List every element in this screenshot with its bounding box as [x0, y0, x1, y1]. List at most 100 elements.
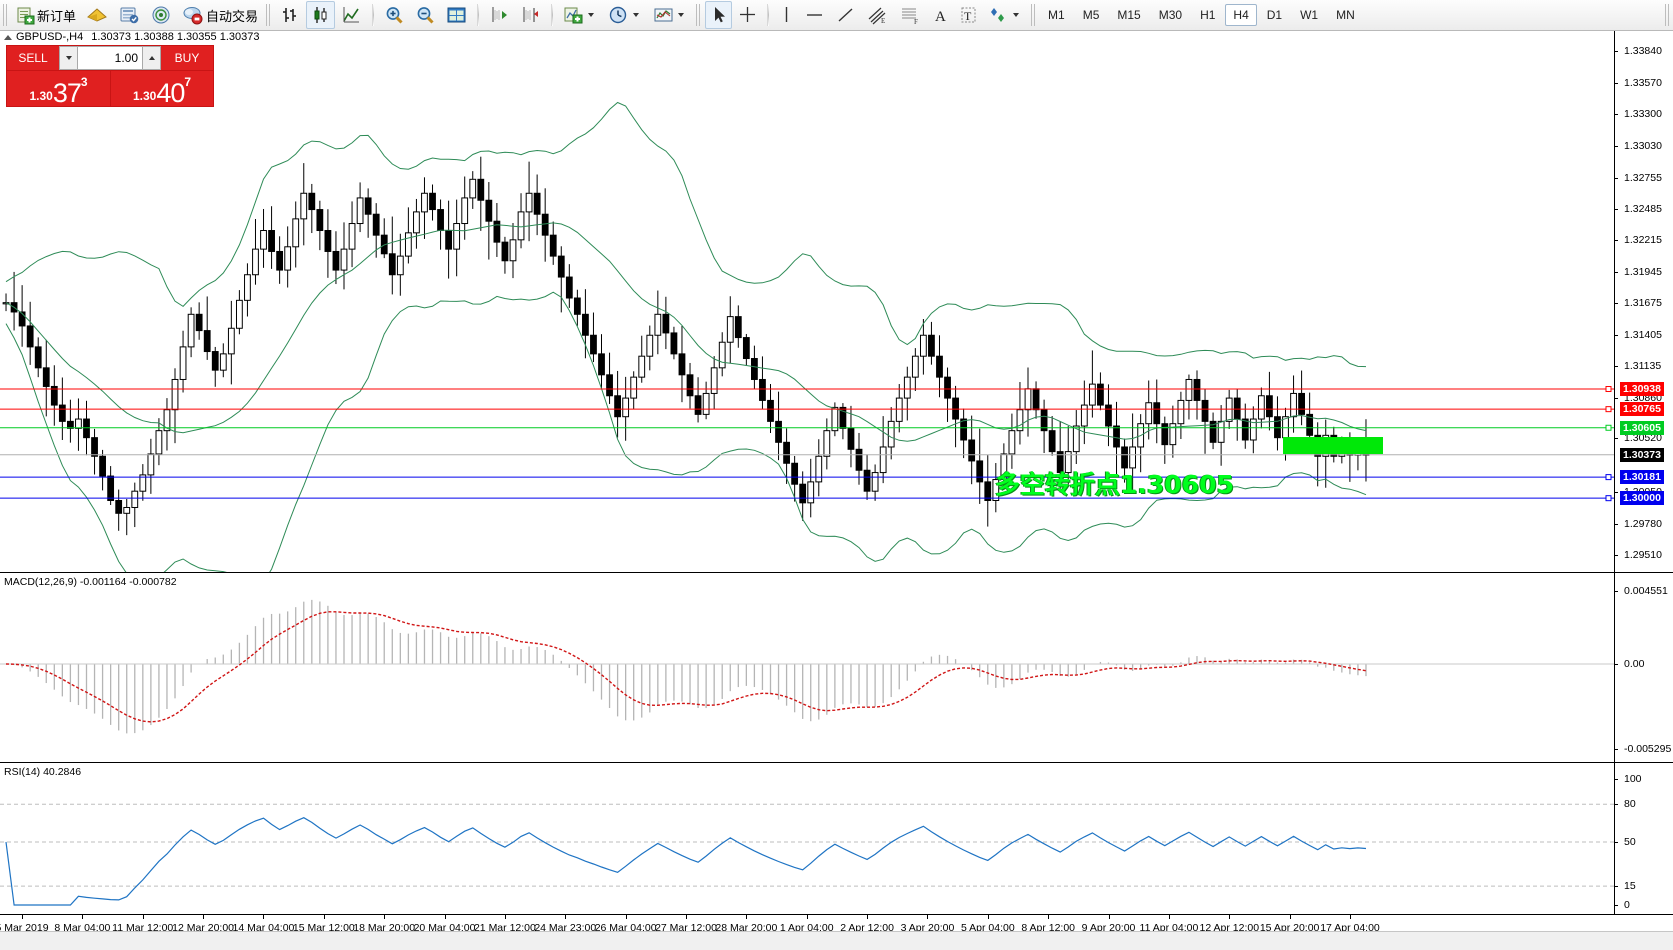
time-tick — [203, 915, 205, 919]
price-chart-pane[interactable]: 1.33840 1.33570 1.33300 1.33030 1.32755 1.324… — [0, 31, 1673, 572]
chevron-down-icon-2[interactable] — [633, 13, 640, 17]
equidistant-channel-button[interactable]: E — [862, 1, 893, 29]
timeframe-w1[interactable]: W1 — [1300, 8, 1319, 22]
toolbar-grip-4[interactable] — [1031, 4, 1037, 26]
shapes-button[interactable] — [984, 1, 1027, 29]
time-tick — [82, 915, 84, 919]
bar-chart-button[interactable] — [275, 1, 304, 29]
timeframe-m15[interactable]: M15 — [1117, 8, 1141, 22]
terminal-button[interactable] — [114, 1, 144, 29]
macd-tick — [1614, 591, 1618, 592]
macd-tick-label: 0.004551 — [1624, 585, 1668, 597]
autotrade-label: 自动交易 — [206, 8, 259, 24]
indicators-icon — [564, 7, 583, 24]
timeframe-h4[interactable]: H4 — [1225, 4, 1257, 26]
chart-annotation-text[interactable]: 多空转折点1.30605 — [995, 470, 1234, 499]
new-order-button[interactable]: 新订单 — [12, 1, 80, 29]
chevron-down-icon-4[interactable] — [1013, 13, 1020, 17]
price-level-chip-support[interactable]: 1.30181 — [1620, 470, 1664, 485]
toolbar-grip-5[interactable] — [1665, 4, 1670, 26]
time-tick — [263, 915, 265, 919]
vertical-line-button[interactable] — [775, 1, 798, 29]
timeframe-m1[interactable]: M1 — [1048, 8, 1065, 22]
price-tick — [1614, 523, 1618, 525]
rsi-tick — [1614, 804, 1618, 806]
toolbar-separator-2 — [477, 4, 480, 26]
chart-shift-button[interactable] — [485, 1, 514, 29]
timeframe-d1[interactable]: D1 — [1266, 8, 1283, 22]
tile-windows-button[interactable] — [442, 1, 471, 29]
macd-canvas — [0, 599, 1614, 734]
price-tick — [1614, 555, 1618, 557]
fibonacci-icon: F — [902, 8, 918, 25]
timeframe-mn[interactable]: MN — [1336, 8, 1355, 22]
trendline-button[interactable] — [831, 1, 860, 29]
crosshair-tool-button[interactable] — [734, 1, 761, 29]
candlestick-chart-button[interactable] — [306, 1, 336, 29]
volume-increase-button[interactable] — [142, 46, 161, 70]
buy-price-fraction: 7 — [184, 75, 192, 89]
sell-price-display[interactable]: 1.30 37 3 — [6, 71, 110, 107]
macd-indicator-pane[interactable]: MACD(12,26,9) -0.001164 -0.000782 0.0045… — [0, 572, 1673, 763]
rsi-tick-label: 0 — [1624, 899, 1630, 911]
symbol-info-line: GBPUSD-,H4 1.30373 1.30388 1.30355 1.303… — [0, 30, 259, 44]
text-label-button[interactable]: T — [955, 1, 982, 29]
text-button[interactable]: A — [928, 1, 953, 29]
buy-price-display[interactable]: 1.30 40 7 — [110, 71, 214, 107]
line-chart-button[interactable] — [337, 1, 366, 29]
horizontal-line-icon — [807, 14, 823, 16]
volume-decrease-button[interactable] — [59, 46, 78, 70]
time-tick — [1048, 915, 1050, 919]
rsi-axis-line — [1614, 763, 1615, 915]
price-tick — [1614, 303, 1618, 305]
rsi-tick-label: 100 — [1624, 773, 1642, 785]
chevron-down-icon[interactable] — [588, 13, 595, 17]
toolbar-grip-2[interactable] — [266, 4, 272, 26]
cursor-tool-button[interactable] — [705, 1, 733, 29]
one-click-trading-panel: SELL 1.00 BUY 1.30 37 3 1.30 40 7 — [6, 45, 214, 107]
timeframe-m5[interactable]: M5 — [1082, 8, 1100, 22]
price-level-chip-resistance[interactable]: 1.30938 — [1620, 382, 1664, 396]
svg-text:A: A — [935, 9, 946, 25]
signals-icon — [152, 6, 170, 24]
svg-text:F: F — [914, 18, 918, 25]
price-tick-label: 1.29780 — [1624, 517, 1662, 530]
fibonacci-button[interactable]: F — [895, 1, 926, 29]
price-level-chip-resistance[interactable]: 1.30765 — [1620, 402, 1664, 417]
collapse-triangle-icon[interactable] — [4, 34, 12, 40]
volume-input[interactable]: 1.00 — [78, 46, 142, 70]
timeframe-h1[interactable]: H1 — [1200, 8, 1216, 22]
macd-label: MACD(12,26,9) -0.001164 -0.000782 — [4, 576, 177, 588]
green-highlight-rectangle[interactable] — [1283, 437, 1383, 454]
timeframe-m30[interactable]: M30 — [1158, 8, 1183, 22]
time-tick — [1289, 915, 1291, 919]
autotrade-button[interactable]: 自动交易 — [178, 1, 262, 29]
chevron-down-icon-3[interactable] — [678, 13, 685, 17]
zoom-out-button[interactable] — [411, 1, 440, 29]
price-level-chip-support[interactable]: 1.30000 — [1620, 491, 1664, 506]
time-tick — [1350, 915, 1351, 919]
buy-button[interactable]: BUY — [161, 45, 214, 71]
price-level-chip-pivot[interactable]: 1.30605 — [1620, 420, 1664, 435]
bar-chart-icon — [283, 8, 297, 22]
price-tick — [1614, 366, 1618, 368]
sell-button[interactable]: SELL — [6, 45, 59, 71]
toolbar-separator-3 — [551, 4, 554, 26]
toolbar-grip-3[interactable] — [696, 4, 702, 26]
templates-button[interactable] — [649, 1, 692, 29]
signals-button[interactable] — [146, 1, 176, 29]
zoom-in-button[interactable] — [380, 1, 409, 29]
time-tick — [625, 915, 627, 919]
indicators-button[interactable] — [559, 1, 602, 29]
price-tick-label: 1.32755 — [1624, 171, 1662, 184]
periodicity-button[interactable] — [604, 1, 647, 29]
rsi-tick — [1614, 905, 1618, 906]
auto-scroll-button[interactable] — [516, 1, 545, 29]
price-scale[interactable]: 1.33840 1.33570 1.33300 1.33030 1.32755 1.324… — [1614, 31, 1673, 572]
expert-advisor-button[interactable] — [82, 1, 112, 29]
rsi-indicator-pane[interactable]: RSI(14) 40.2846 100 80 50 15 0 — [0, 762, 1673, 915]
toolbar-grip[interactable] — [3, 4, 8, 26]
price-level-chip-last-price[interactable]: 1.30373 — [1620, 447, 1664, 462]
rsi-canvas — [0, 803, 1614, 906]
horizontal-line-button[interactable] — [800, 1, 829, 29]
